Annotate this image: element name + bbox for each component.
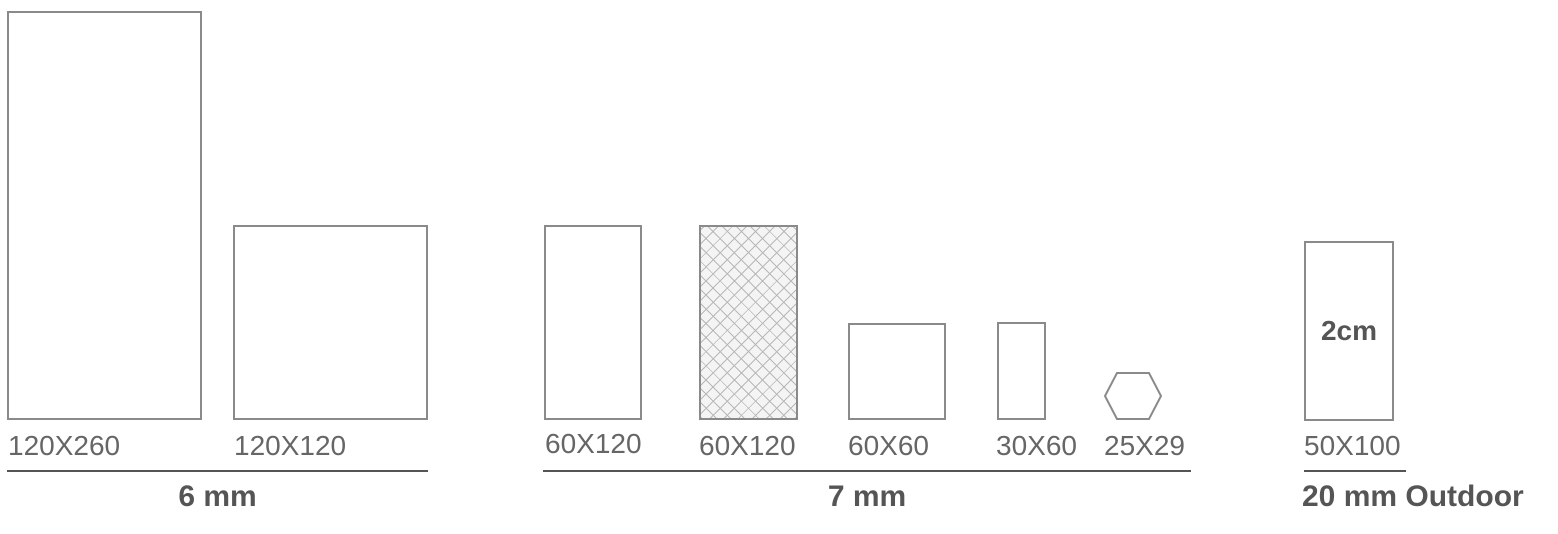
- tile-size-label: 60X120: [699, 430, 796, 461]
- group-label-7mm: 7 mm: [827, 480, 907, 513]
- tile-size-label: 50X100: [1304, 430, 1401, 461]
- group-label-6mm: 6 mm: [178, 480, 257, 513]
- tile-size-label: 30X60: [996, 430, 1077, 461]
- tile-size-label: 25X29: [1104, 430, 1185, 461]
- tile-60x60: [848, 323, 946, 420]
- tile-50x100: 2cm: [1304, 241, 1394, 421]
- group-rule-20mm: [1304, 470, 1406, 472]
- tile-size-label: 60X120: [545, 428, 642, 459]
- tile-size-label: 60X60: [848, 430, 929, 461]
- tile-30x60: [997, 322, 1046, 420]
- tile-size-label: 120X120: [234, 430, 347, 461]
- group-rule-6mm: [7, 470, 428, 472]
- group-rule-7mm: [543, 470, 1191, 472]
- group-label-20mm-outdoor: 20 mm Outdoor: [1302, 480, 1524, 513]
- tile-120x120: [233, 225, 428, 420]
- tile-thickness-label: 2cm: [1320, 315, 1378, 346]
- tile-hexagon-25x29: [1103, 372, 1163, 420]
- tile-60x120-crosshatch: [699, 225, 798, 420]
- tile-60x120: [544, 225, 642, 420]
- tile-120x260: [7, 11, 202, 420]
- tile-size-label: 120X260: [8, 430, 121, 461]
